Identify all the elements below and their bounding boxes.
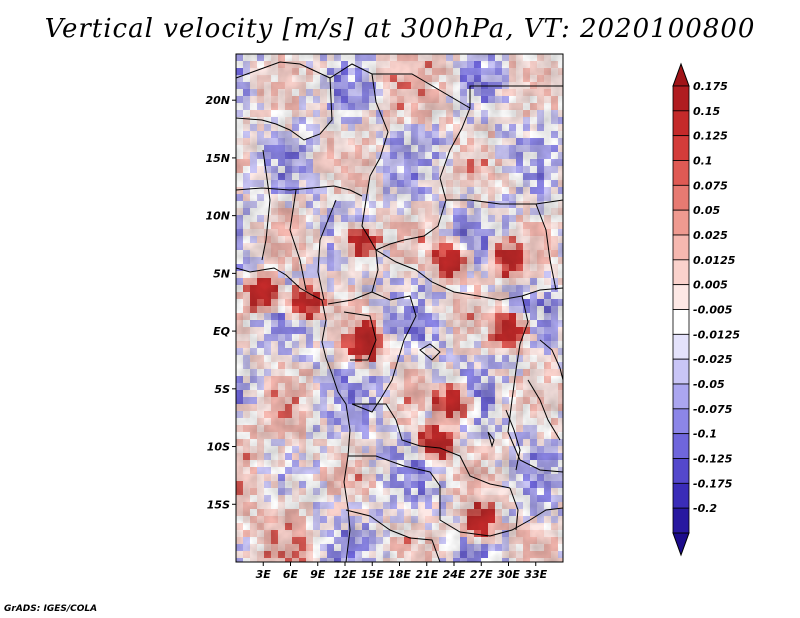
lon-tick-label: 9E xyxy=(310,568,326,581)
colorbar-label: 0.15 xyxy=(693,105,720,118)
lat-tick-label: 15S xyxy=(207,498,230,511)
colorbar-swatch xyxy=(672,85,690,112)
colorbar-label: -0.025 xyxy=(693,353,733,366)
colorbar-swatch xyxy=(672,482,690,509)
colorbar-label: -0.075 xyxy=(693,403,733,416)
longitude-axis: 3E 6E 9E 12E 15E 18E 21E 24E 27E 30E 33E xyxy=(256,562,548,581)
colorbar-label: -0.005 xyxy=(693,304,733,317)
map-title: Vertical velocity [m/s] at 300hPa, VT: 2… xyxy=(44,14,756,44)
colorbar-swatch xyxy=(672,383,690,410)
lon-tick-label: 30E xyxy=(497,568,520,581)
lat-tick-label: 10S xyxy=(207,441,230,454)
colorbar-bottom-arrow xyxy=(672,532,690,557)
lon-tick-label: 15E xyxy=(361,568,384,581)
colorbar: 0.175 0.15 0.125 0.1 0.075 0.05 0.025 0.0125 0.0… xyxy=(672,62,740,557)
lat-tick-label: 20N xyxy=(205,94,230,107)
colorbar-label: -0.125 xyxy=(693,453,733,466)
colorbar-swatch xyxy=(672,110,690,137)
colorbar-swatch xyxy=(672,160,690,186)
lon-tick-label: 18E xyxy=(388,568,411,581)
colorbar-swatch xyxy=(672,209,690,236)
colorbar-swatch xyxy=(672,507,690,534)
colorbar-label: 0.05 xyxy=(693,204,720,217)
colorbar-swatch xyxy=(672,408,690,435)
latitude-axis: 20N 15N 10N 5N EQ 5S 10S 15S xyxy=(205,94,236,511)
colorbar-swatch xyxy=(672,234,690,261)
colorbar-swatch xyxy=(672,458,690,484)
colorbar-label: -0.0125 xyxy=(693,328,740,341)
plot-area xyxy=(235,53,564,563)
lat-tick-label: 5S xyxy=(214,383,230,396)
lon-tick-label: 12E xyxy=(334,568,357,581)
lat-tick-label: 5N xyxy=(213,267,230,280)
colorbar-label: 0.1 xyxy=(693,155,713,168)
colorbar-swatch xyxy=(672,433,690,459)
colorbar-label: 0.125 xyxy=(693,130,728,143)
colorbar-label: 0.005 xyxy=(693,279,728,292)
colorbar-swatch xyxy=(672,309,690,335)
grads-credit: GrADS: IGES/COLA xyxy=(4,604,98,614)
lon-tick-label: 21E xyxy=(415,568,438,581)
colorbar-top-arrow xyxy=(672,62,690,87)
lon-tick-label: 3E xyxy=(256,568,272,581)
lon-tick-label: 33E xyxy=(524,568,547,581)
colorbar-label: -0.1 xyxy=(693,428,717,441)
colorbar-label: -0.175 xyxy=(693,477,733,490)
colorbar-label: -0.2 xyxy=(693,502,717,515)
lon-tick-label: 6E xyxy=(283,568,299,581)
lon-tick-label: 27E xyxy=(470,568,493,581)
colorbar-label: 0.075 xyxy=(693,179,728,192)
colorbar-label: 0.0125 xyxy=(693,254,736,267)
colorbar-label: -0.05 xyxy=(693,378,725,391)
colorbar-swatch xyxy=(672,135,690,161)
colorbar-swatch xyxy=(672,358,690,385)
lat-tick-label: EQ xyxy=(213,325,230,338)
country-borders xyxy=(236,61,563,562)
colorbar-swatch xyxy=(672,184,690,211)
colorbar-swatch xyxy=(672,333,690,360)
lat-tick-label: 10N xyxy=(205,210,230,223)
lat-tick-label: 15N xyxy=(205,152,230,165)
lon-tick-label: 24E xyxy=(443,568,466,581)
colorbar-label: 0.025 xyxy=(693,229,728,242)
colorbar-swatch xyxy=(672,259,690,286)
colorbar-swatch xyxy=(672,284,690,310)
colorbar-label: 0.175 xyxy=(693,80,728,93)
